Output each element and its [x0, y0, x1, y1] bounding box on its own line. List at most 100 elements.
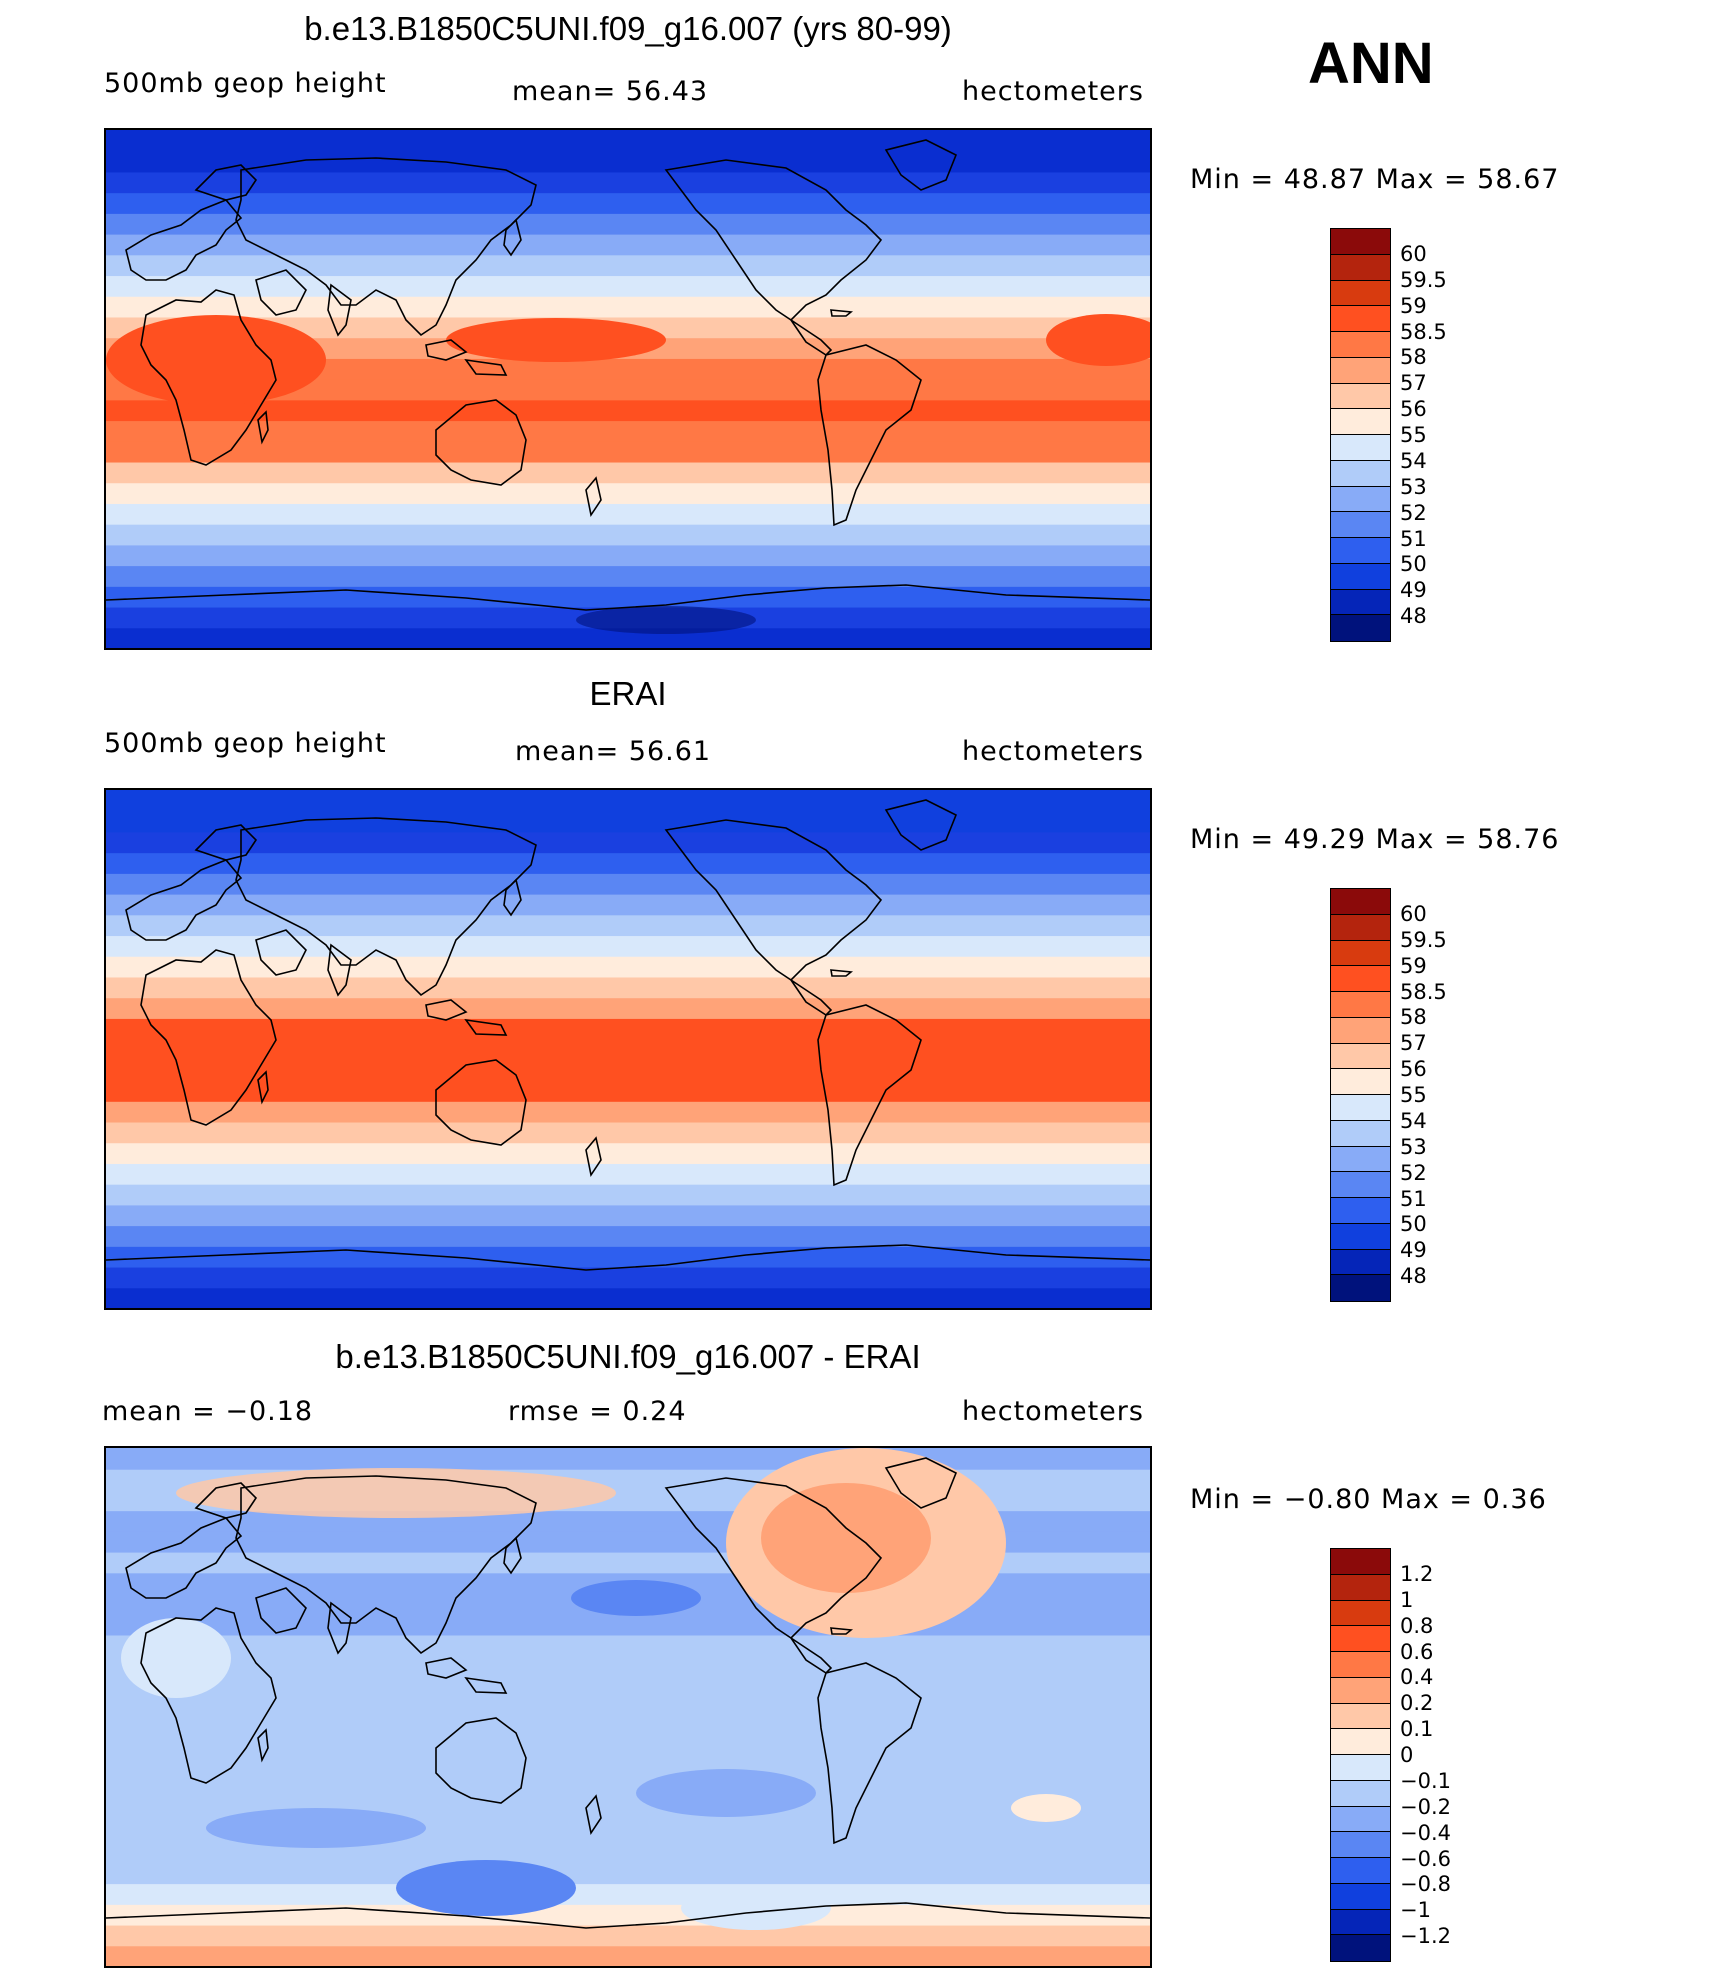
coastline	[585, 1136, 602, 1178]
coastline	[830, 309, 854, 317]
minmax-diff: Min = −0.80 Max = 0.36	[1190, 1484, 1547, 1515]
coastline	[790, 1637, 833, 1675]
lat-band	[106, 482, 1150, 504]
coastlines-obs	[106, 799, 1150, 1271]
panel-title-obs: ERAI	[589, 675, 667, 712]
coastline	[884, 799, 958, 851]
neutral-anomaly	[121, 1618, 231, 1698]
coastline	[140, 1607, 277, 1784]
lat-band	[106, 440, 1150, 463]
coastline	[464, 358, 508, 376]
colorbar-box	[1331, 615, 1390, 641]
colorbar-tick-label: 50	[1400, 552, 1427, 577]
colorbar-tick-label: 49	[1400, 578, 1427, 603]
colorbar-tick-label: −0.4	[1400, 1820, 1451, 1845]
coastlines-model	[106, 139, 1150, 611]
colorbar-box	[1331, 1017, 1390, 1044]
lat-band	[106, 1245, 1150, 1268]
coastline	[255, 269, 307, 316]
colorbar-tick-label: 53	[1400, 1134, 1427, 1159]
lat-band	[106, 1717, 1150, 1740]
coastline	[125, 1517, 243, 1599]
colorbar-tick-label: −0.1	[1400, 1768, 1451, 1793]
cold-blob	[576, 606, 756, 634]
lat-band	[106, 997, 1150, 1019]
panel-units-obs: hectometers	[962, 736, 1144, 767]
lat-band	[106, 1945, 1150, 1966]
cold-anomaly	[636, 1769, 816, 1817]
colorbar-box	[1331, 1600, 1390, 1627]
lat-band	[106, 1675, 1150, 1698]
colorbar-box	[1331, 1909, 1390, 1936]
panel-units-model: hectometers	[962, 76, 1144, 107]
coastline	[194, 164, 258, 201]
coastline	[140, 949, 277, 1126]
colorbar-tick-label: 55	[1400, 1083, 1427, 1107]
colorbar-tick-label: 0.4	[1400, 1665, 1434, 1690]
colorbar-box	[1331, 254, 1390, 281]
coastline	[257, 1070, 269, 1105]
coastline	[140, 289, 277, 466]
panel-rmse-diff: rmse = 0.24	[508, 1396, 687, 1427]
lat-band	[106, 627, 1150, 648]
lat-band	[106, 1225, 1150, 1247]
colorbar-box	[1331, 383, 1390, 410]
panel-units-diff: hectometers	[962, 1396, 1144, 1427]
warm-blob	[106, 315, 326, 405]
lat-band	[106, 1779, 1150, 1802]
lat-band	[106, 1142, 1150, 1164]
colorbar-tick-label: 1	[1400, 1587, 1414, 1612]
lat-band	[106, 544, 1150, 567]
coastline	[425, 339, 468, 361]
panel-mean-obs: mean= 56.61	[515, 736, 712, 767]
warm-blob	[446, 318, 666, 362]
lat-band	[106, 192, 1150, 214]
colorbar-box	[1331, 357, 1390, 384]
colorbar-box	[1331, 1574, 1390, 1601]
colorbar-diff	[1330, 1548, 1391, 1962]
lat-band	[106, 1696, 1150, 1719]
lat-band	[106, 1204, 1150, 1227]
lat-band	[106, 357, 1150, 380]
map-model	[104, 128, 1152, 650]
lat-band	[106, 1121, 1150, 1144]
colorbar-tick-label: 50	[1400, 1212, 1427, 1237]
colorbar-tick-label: 59	[1400, 293, 1427, 318]
lat-band	[106, 212, 1150, 235]
colorbar-box	[1331, 1172, 1390, 1198]
colorbar-tick-label: 52	[1400, 1160, 1427, 1185]
coastline	[664, 159, 883, 322]
colorbar-box	[1331, 332, 1390, 358]
colorbar-tick-label: 58.5	[1400, 979, 1447, 1004]
colorbar-box	[1331, 1729, 1390, 1755]
coastline	[790, 979, 833, 1017]
colorbar-box	[1331, 1249, 1390, 1276]
coastline	[817, 344, 922, 527]
colorbar-tick-label: 56	[1400, 1057, 1427, 1082]
colorbar-tick-label: 58	[1400, 1005, 1427, 1030]
colorbar-tick-label: −1.2	[1400, 1924, 1451, 1949]
lat-band	[106, 295, 1150, 318]
coastline	[257, 1728, 269, 1763]
coastline	[585, 476, 602, 518]
colorbar-tick-label: −1	[1400, 1898, 1431, 1923]
coastline	[664, 819, 883, 982]
colorbar-tick-label: 59.5	[1400, 267, 1447, 292]
lat-band	[106, 893, 1150, 916]
coastline	[327, 943, 352, 997]
colorbar-tick-label: 48	[1400, 604, 1427, 629]
coastline	[125, 859, 243, 941]
warm-anomaly	[761, 1483, 931, 1593]
coastlines-diff	[106, 1457, 1150, 1929]
coastline	[503, 218, 522, 257]
colorbar-box	[1331, 229, 1390, 255]
colorbar-tick-label: 60	[1400, 901, 1427, 926]
colorbar-box	[1331, 1703, 1390, 1730]
coastline	[884, 139, 958, 191]
lat-band	[106, 1266, 1150, 1289]
coastline	[327, 1601, 352, 1655]
colorbar-tick-label: 1.2	[1400, 1561, 1434, 1586]
colorbar-box	[1331, 1883, 1390, 1910]
colorbar-box	[1331, 914, 1390, 941]
colorbar-tick-label: 53	[1400, 474, 1427, 499]
